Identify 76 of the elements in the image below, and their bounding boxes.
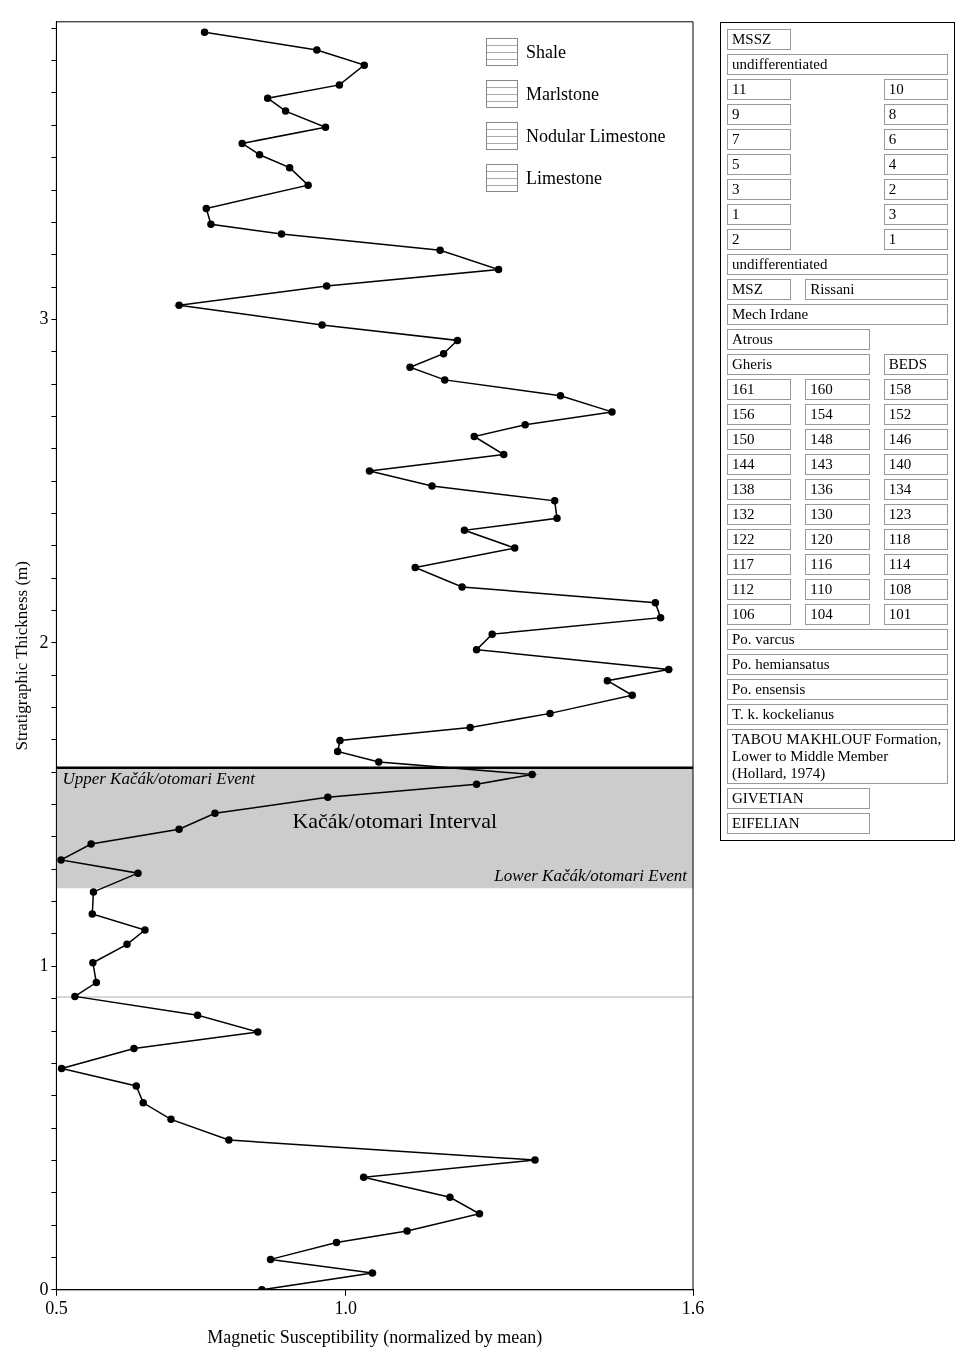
text: 150 — [727, 429, 792, 450]
text: Mech Irdane — [727, 304, 948, 325]
text: 160 — [805, 379, 870, 400]
text: 108 — [883, 579, 948, 600]
annotation: Nodular Limestone — [526, 125, 666, 147]
text: 7 — [727, 129, 792, 150]
text: 140 — [883, 454, 948, 475]
text: 154 — [805, 404, 870, 425]
text: 112 — [727, 579, 792, 600]
text: T. k. kockelianus — [727, 704, 948, 725]
text: 104 — [805, 604, 870, 625]
y-tick-label: 0 — [39, 1278, 49, 1299]
text: MSSZ — [727, 29, 792, 50]
text: 148 — [805, 429, 870, 450]
text: 1 — [727, 204, 792, 225]
band-label: Kačák/otomari Interval — [292, 807, 498, 833]
text: 134 — [883, 479, 948, 500]
text: GIVETIAN — [727, 788, 870, 809]
text: 1 — [883, 229, 948, 250]
text: 118 — [883, 529, 948, 550]
text: 10 — [883, 79, 948, 100]
text: 143 — [805, 454, 870, 475]
y-tick-label: 2 — [39, 631, 49, 652]
y-tick-label: 3 — [39, 308, 49, 329]
text: 114 — [883, 554, 948, 575]
text: MSZ — [727, 279, 792, 300]
text: 11 — [727, 79, 792, 100]
text: 101 — [883, 604, 948, 625]
text: 2 — [727, 229, 792, 250]
text: 6 — [883, 129, 948, 150]
text: 156 — [727, 404, 792, 425]
y-tick-label: 1 — [39, 955, 49, 976]
text: Atrous — [727, 329, 870, 350]
text: 136 — [805, 479, 870, 500]
text: TABOU MAKHLOUF Formation, Lower to Middle Member (Hollard, 1974) — [727, 729, 948, 784]
text: 146 — [883, 429, 948, 450]
text: 132 — [727, 504, 792, 525]
text: 110 — [805, 579, 870, 600]
text: 161 — [727, 379, 792, 400]
text: EIFELIAN — [727, 813, 870, 834]
text: 116 — [805, 554, 870, 575]
text: 122 — [727, 529, 792, 550]
text: 106 — [727, 604, 792, 625]
text: 3 — [883, 204, 948, 225]
text: Po. ensensis — [727, 679, 948, 700]
x-tick-label: 0.5 — [45, 1298, 68, 1319]
ref-line-label: Upper Kačák/otomari Event — [62, 768, 257, 788]
x-tick-label: 1.6 — [681, 1298, 705, 1319]
text: Gheris — [727, 354, 870, 375]
text: 9 — [727, 104, 792, 125]
text: 8 — [883, 104, 948, 125]
annotation: Limestone — [526, 167, 602, 189]
text: 144 — [727, 454, 792, 475]
text: Po. varcus — [727, 629, 948, 650]
text: undifferentiated — [727, 254, 948, 275]
text: 3 — [727, 179, 792, 200]
text: Po. hemiansatus — [727, 654, 948, 675]
text: undifferentiated — [727, 54, 948, 75]
text: 4 — [883, 154, 948, 175]
text: 5 — [727, 154, 792, 175]
text: 130 — [805, 504, 870, 525]
y-axis-title: Stratigraphic Thickness (m) — [11, 561, 31, 751]
x-tick-label: 1.0 — [334, 1298, 358, 1319]
text: BEDS — [883, 354, 948, 375]
text: 120 — [805, 529, 870, 550]
text: 138 — [727, 479, 792, 500]
text: 2 — [883, 179, 948, 200]
x-axis-title: Magnetic Susceptibility (normalized by mean) — [207, 1326, 543, 1348]
text: 117 — [727, 554, 792, 575]
text: 123 — [883, 504, 948, 525]
annotation: Shale — [526, 41, 566, 63]
text: 158 — [883, 379, 948, 400]
annotation: Marlstone — [526, 83, 599, 105]
text: 152 — [883, 404, 948, 425]
text: Rissani — [805, 279, 948, 300]
annotation: Lower Kačák/otomari Event — [493, 866, 689, 886]
